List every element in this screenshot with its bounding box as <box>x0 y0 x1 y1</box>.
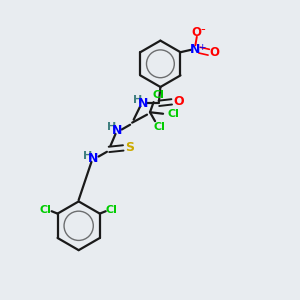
Text: H: H <box>107 122 116 132</box>
Text: N: N <box>190 43 200 56</box>
Text: H: H <box>133 95 142 105</box>
Text: O: O <box>210 46 220 59</box>
Text: N: N <box>88 152 99 165</box>
Text: N: N <box>112 124 122 137</box>
Text: Cl: Cl <box>153 90 165 100</box>
Text: Cl: Cl <box>167 109 179 119</box>
Text: S: S <box>125 141 134 154</box>
Text: Cl: Cl <box>154 122 166 132</box>
Text: H: H <box>83 151 92 161</box>
Text: N: N <box>137 97 148 110</box>
Text: Cl: Cl <box>39 205 51 215</box>
Text: O: O <box>191 26 201 39</box>
Text: Cl: Cl <box>106 205 118 215</box>
Text: +: + <box>198 43 206 52</box>
Text: -: - <box>200 23 205 36</box>
Text: O: O <box>173 95 184 108</box>
